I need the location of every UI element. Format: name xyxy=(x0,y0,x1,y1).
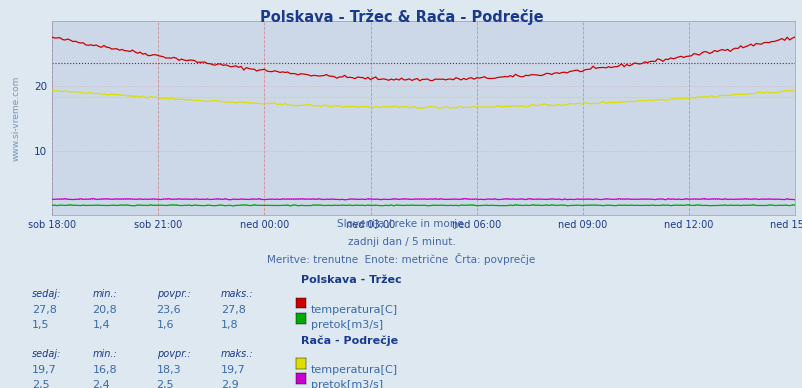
Text: Polskava - Tržec: Polskava - Tržec xyxy=(301,275,401,286)
Text: maks.:: maks.: xyxy=(221,349,253,359)
Text: sedaj:: sedaj: xyxy=(32,349,62,359)
Text: pretok[m3/s]: pretok[m3/s] xyxy=(310,320,383,330)
Text: povpr.:: povpr.: xyxy=(156,289,190,299)
Text: 27,8: 27,8 xyxy=(221,305,245,315)
Text: Slovenija / reke in morje.: Slovenija / reke in morje. xyxy=(336,219,466,229)
Text: Polskava - Tržec & Rača - Podrečje: Polskava - Tržec & Rača - Podrečje xyxy=(259,9,543,24)
Text: Rača - Podrečje: Rača - Podrečje xyxy=(301,336,398,346)
Text: temperatura[C]: temperatura[C] xyxy=(310,365,397,375)
Text: www.si-vreme.com: www.si-vreme.com xyxy=(12,76,21,161)
Text: 2,5: 2,5 xyxy=(156,380,174,388)
Text: temperatura[C]: temperatura[C] xyxy=(310,305,397,315)
Text: min.:: min.: xyxy=(92,289,117,299)
Text: Meritve: trenutne  Enote: metrične  Črta: povprečje: Meritve: trenutne Enote: metrične Črta: … xyxy=(267,253,535,265)
Text: povpr.:: povpr.: xyxy=(156,349,190,359)
Text: 20,8: 20,8 xyxy=(92,305,117,315)
Text: maks.:: maks.: xyxy=(221,289,253,299)
Text: 18,3: 18,3 xyxy=(156,365,181,375)
Text: 16,8: 16,8 xyxy=(92,365,117,375)
Text: 27,8: 27,8 xyxy=(32,305,57,315)
Text: sedaj:: sedaj: xyxy=(32,289,62,299)
Text: 19,7: 19,7 xyxy=(221,365,245,375)
Text: 2,9: 2,9 xyxy=(221,380,238,388)
Text: 1,6: 1,6 xyxy=(156,320,174,330)
Text: 2,4: 2,4 xyxy=(92,380,110,388)
Text: 2,5: 2,5 xyxy=(32,380,50,388)
Text: 1,4: 1,4 xyxy=(92,320,110,330)
Text: 19,7: 19,7 xyxy=(32,365,57,375)
Text: 1,5: 1,5 xyxy=(32,320,50,330)
Text: zadnji dan / 5 minut.: zadnji dan / 5 minut. xyxy=(347,237,455,247)
Text: 1,8: 1,8 xyxy=(221,320,238,330)
Text: pretok[m3/s]: pretok[m3/s] xyxy=(310,380,383,388)
Text: 23,6: 23,6 xyxy=(156,305,181,315)
Text: min.:: min.: xyxy=(92,349,117,359)
